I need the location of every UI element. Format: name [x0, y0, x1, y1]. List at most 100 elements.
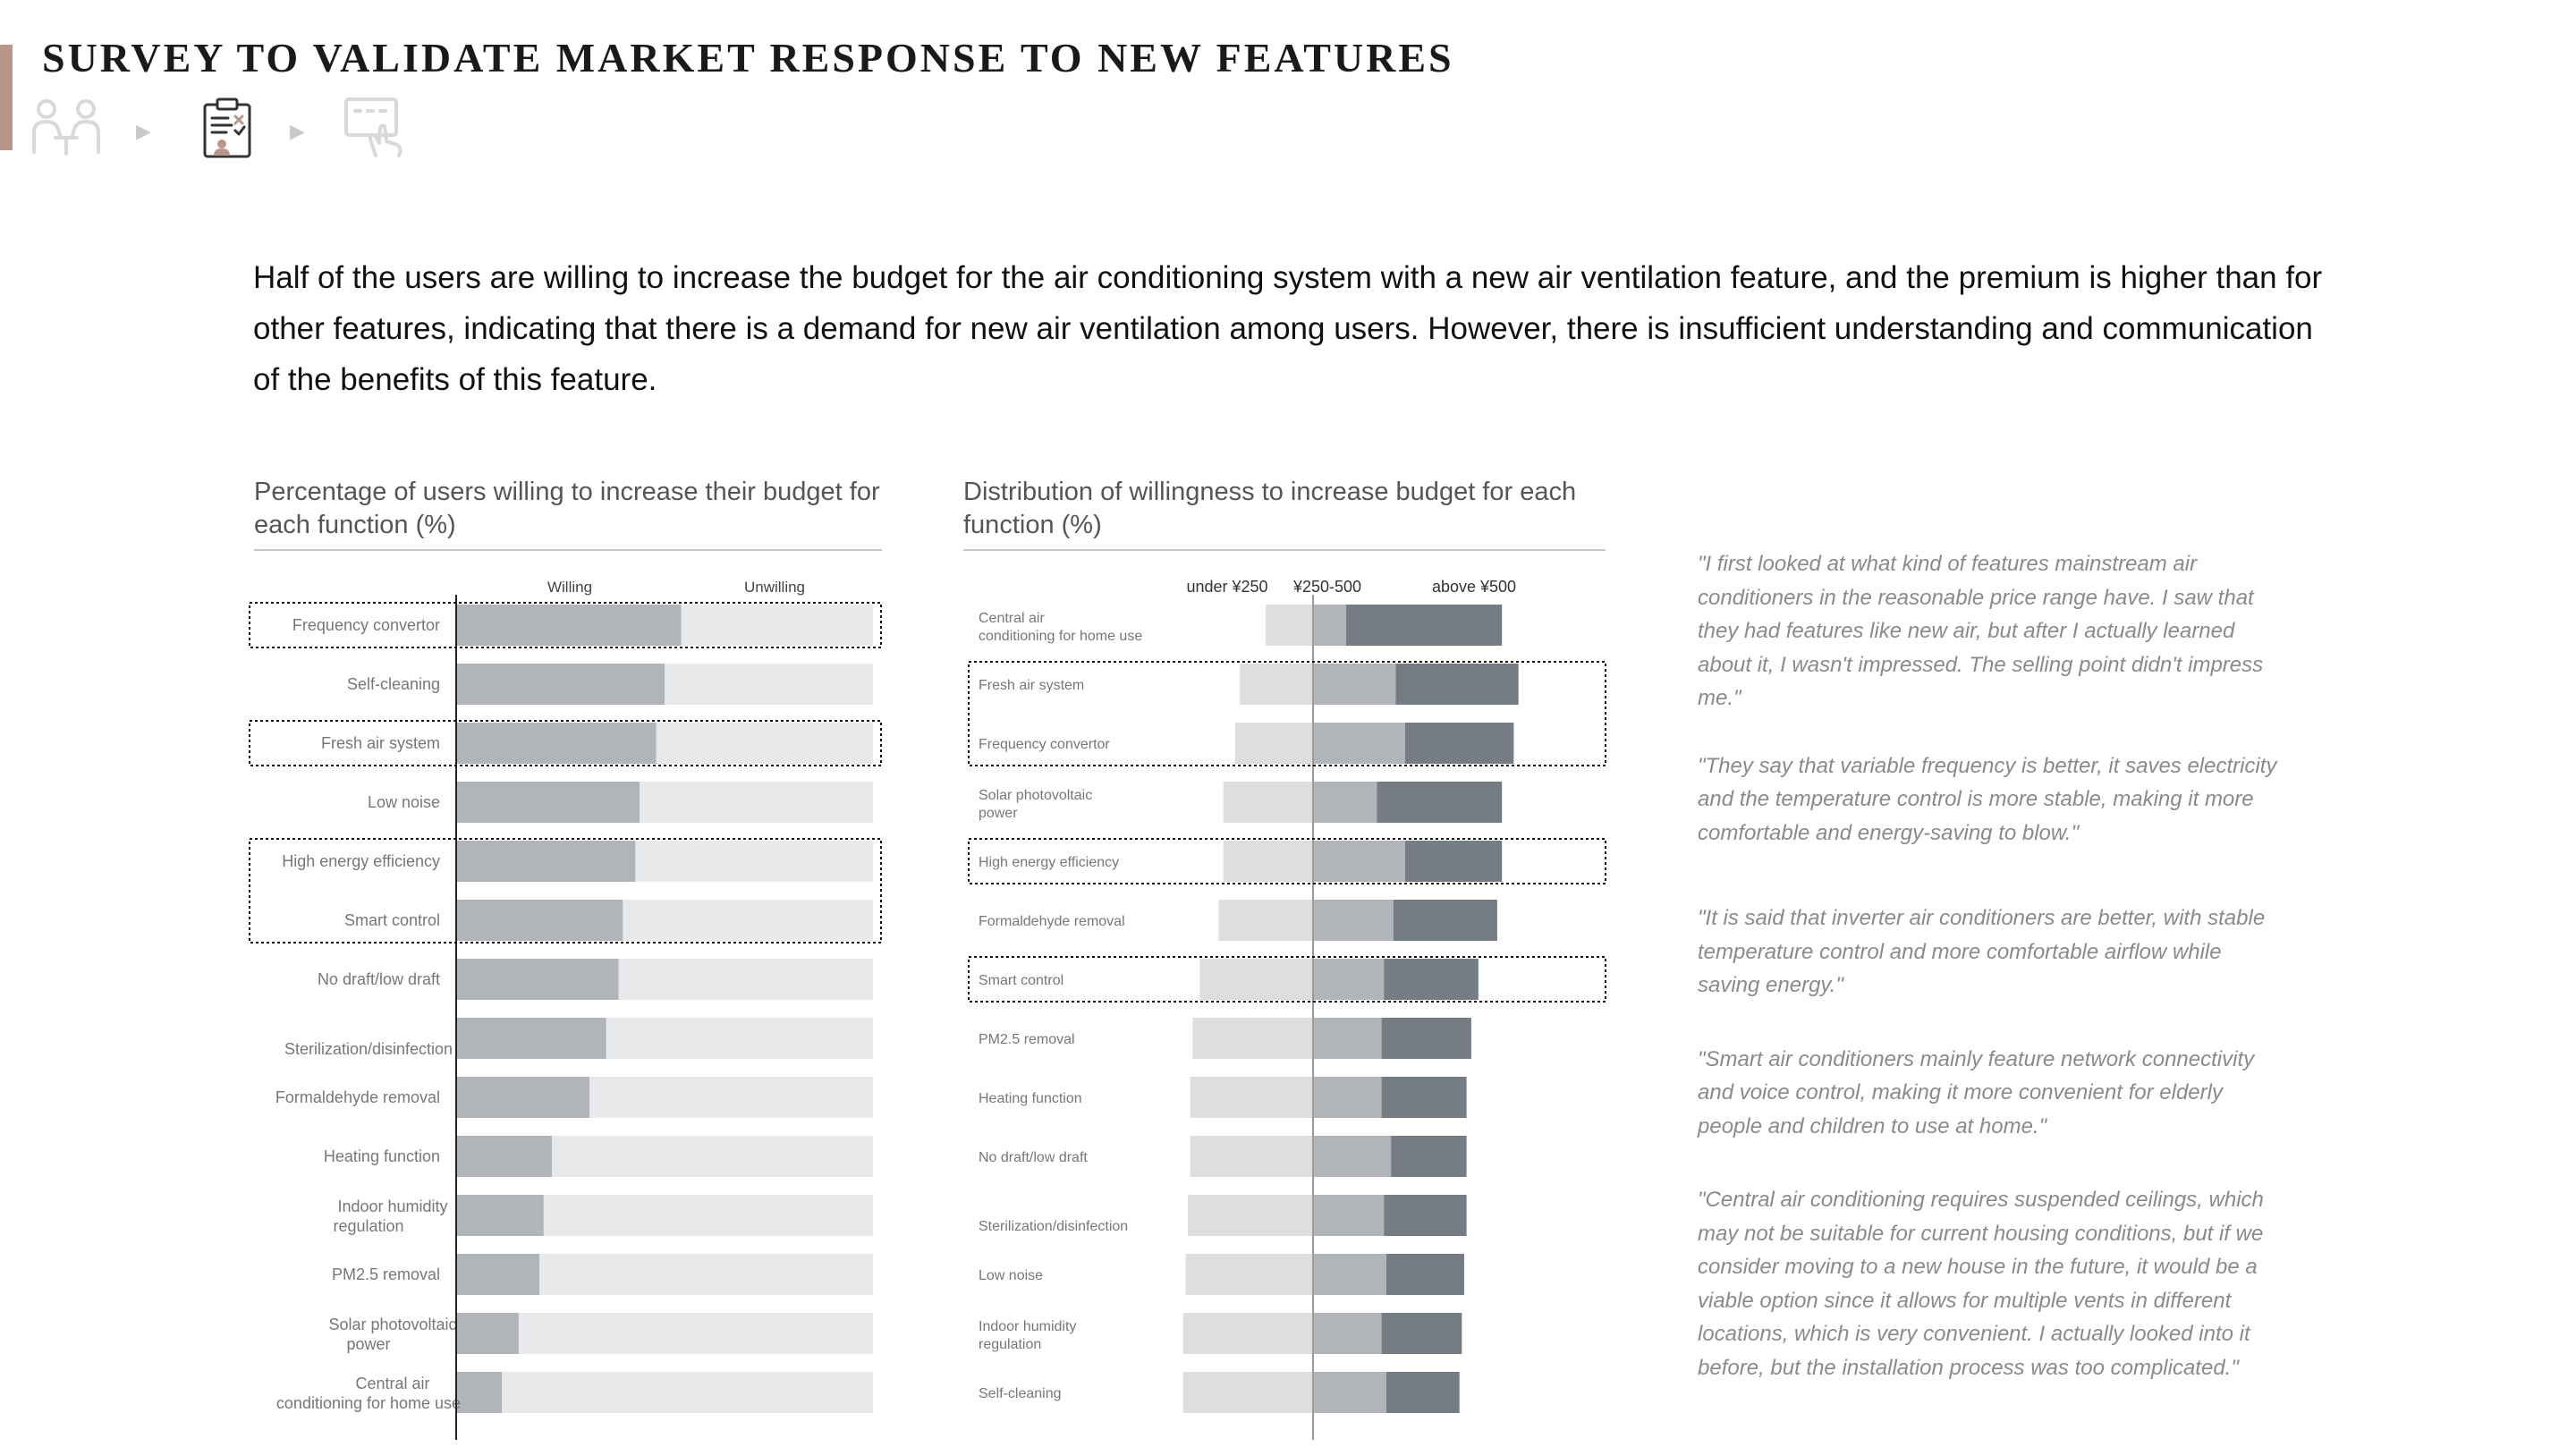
- bar-willing-indoor-humidity-regulation: [456, 1195, 544, 1236]
- legend-250-500: ¥250-500: [1292, 578, 1361, 596]
- bar-above-500-indoor-humidity-regulation: [1381, 1313, 1462, 1354]
- bar-250-500-high-energy-efficiency: [1313, 841, 1405, 882]
- bar-250-500-frequency-convertor: [1313, 723, 1405, 764]
- bar-above-500-solar-photovoltaic-power: [1377, 782, 1503, 823]
- survey-clipboard-icon: [203, 97, 251, 158]
- bar-under-250-sterilization-disinfection: [1188, 1195, 1313, 1236]
- bar-unwilling-no-draft-low-draft: [618, 959, 873, 1000]
- budget-distribution-chart: under ¥250 ¥250-500 above ¥500 Central air c…: [968, 578, 1606, 1440]
- bar-unwilling-formaldehyde-removal: [589, 1077, 873, 1118]
- bar-above-500-formaldehyde-removal: [1393, 900, 1497, 941]
- interview-icon: [32, 99, 100, 156]
- left-chart-title: Percentage of users willing to increase …: [254, 478, 880, 539]
- bar-250-500-self-cleaning: [1313, 1372, 1386, 1413]
- bar-under-250-self-cleaning: [1182, 1372, 1313, 1413]
- category-label: Sterilization/disinfection: [979, 1219, 1128, 1234]
- quote-2: "They say that variable frequency is bet…: [1698, 753, 2277, 845]
- category-label: No draft/low draft: [979, 1150, 1088, 1165]
- bar-under-250-heating-function: [1190, 1077, 1313, 1118]
- bar-unwilling-central-air-conditioning-for-home-use: [502, 1372, 873, 1413]
- legend-willing: Willing: [547, 579, 592, 596]
- legend-under-250: under ¥250: [1186, 578, 1267, 596]
- category-label: Frequency convertor: [979, 737, 1110, 752]
- accent-bar: [0, 45, 13, 150]
- legend-unwilling: Unwilling: [744, 579, 805, 596]
- left-chart-divider: [254, 549, 882, 551]
- category-label: conditioning for home use: [276, 1394, 461, 1412]
- bar-unwilling-low-noise: [640, 782, 873, 823]
- bar-willing-frequency-convertor: [456, 605, 682, 646]
- category-label: Self-cleaning: [347, 675, 440, 693]
- quote-1: "I first looked at what kind of features…: [1698, 552, 2264, 710]
- category-label: Solar photovoltaic: [979, 788, 1092, 803]
- highlight-box: [968, 661, 1606, 766]
- bar-above-500-heating-function: [1381, 1077, 1467, 1118]
- bar-under-250-formaldehyde-removal: [1218, 900, 1313, 941]
- category-label: Central air: [979, 611, 1045, 626]
- category-label: Heating function: [324, 1147, 440, 1165]
- category-label: High energy efficiency: [979, 855, 1119, 870]
- bar-under-250-high-energy-efficiency: [1223, 841, 1313, 882]
- bar-unwilling-heating-function: [552, 1136, 873, 1177]
- bar-under-250-smart-control: [1199, 959, 1313, 1000]
- category-label: regulation: [333, 1217, 403, 1235]
- bar-250-500-smart-control: [1313, 959, 1385, 1000]
- bar-above-500-central-air-conditioning-for-home-use: [1345, 605, 1503, 646]
- category-label: Smart control: [979, 973, 1063, 988]
- bar-unwilling-smart-control: [623, 900, 873, 941]
- bar-unwilling-indoor-humidity-regulation: [543, 1195, 873, 1236]
- category-label: Fresh air system: [321, 734, 440, 752]
- category-label: Indoor humidity: [337, 1197, 447, 1215]
- right-chart-divider: [963, 549, 1606, 551]
- bar-250-500-heating-function: [1313, 1077, 1382, 1118]
- bar-250-500-low-noise: [1313, 1254, 1386, 1295]
- category-label: Heating function: [979, 1091, 1082, 1106]
- bar-willing-self-cleaning: [456, 664, 665, 705]
- category-label: power: [346, 1335, 390, 1353]
- bar-250-500-formaldehyde-removal: [1313, 900, 1394, 941]
- bar-above-500-pm2-5-removal: [1381, 1018, 1471, 1059]
- category-label: power: [979, 806, 1018, 821]
- bar-250-500-sterilization-disinfection: [1313, 1195, 1385, 1236]
- willingness-chart: Willing Unwilling Frequency convertor Self-…: [249, 579, 882, 1440]
- page-title: SURVEY TO VALIDATE MARKET RESPONSE TO NE…: [42, 35, 1454, 80]
- bar-willing-low-noise: [456, 782, 640, 823]
- process-steps: ▶ ▶: [30, 97, 415, 168]
- category-label: Sterilization/disinfection: [284, 1040, 453, 1058]
- quote-3: "It is said that inverter air conditione…: [1698, 906, 2266, 997]
- bar-250-500-central-air-conditioning-for-home-use: [1313, 605, 1346, 646]
- highlight-box: [968, 838, 1606, 884]
- bar-under-250-indoor-humidity-regulation: [1182, 1313, 1313, 1354]
- quote-5: "Central air conditioning requires suspe…: [1698, 1188, 2264, 1380]
- bar-above-500-self-cleaning: [1385, 1372, 1460, 1413]
- touchscreen-test-icon: [344, 97, 402, 157]
- bar-willing-formaldehyde-removal: [456, 1077, 590, 1118]
- summary-text: Half of the users are willing to increas…: [253, 260, 2323, 397]
- bar-willing-central-air-conditioning-for-home-use: [456, 1372, 503, 1413]
- bar-250-500-pm2-5-removal: [1313, 1018, 1382, 1059]
- category-label: Frequency convertor: [292, 616, 440, 634]
- category-label: Smart control: [344, 911, 440, 929]
- bar-250-500-indoor-humidity-regulation: [1313, 1313, 1382, 1354]
- bar-willing-smart-control: [456, 900, 623, 941]
- bar-willing-no-draft-low-draft: [456, 959, 619, 1000]
- category-label: Low noise: [979, 1268, 1043, 1283]
- category-label: regulation: [979, 1337, 1041, 1352]
- bar-willing-pm2-5-removal: [456, 1254, 540, 1295]
- category-label: Indoor humidity: [979, 1319, 1076, 1334]
- bar-above-500-fresh-air-system: [1395, 664, 1519, 705]
- bar-under-250-no-draft-low-draft: [1190, 1136, 1313, 1177]
- bar-unwilling-solar-photovoltaic-power: [518, 1313, 873, 1354]
- bar-under-250-fresh-air-system: [1240, 664, 1313, 705]
- user-quotes: "I first looked at what kind of features…: [1698, 547, 2288, 1384]
- category-label: Formaldehyde removal: [275, 1088, 440, 1106]
- bar-willing-fresh-air-system: [456, 723, 657, 764]
- step-arrow-icon: ▶: [136, 120, 151, 142]
- bar-under-250-central-air-conditioning-for-home-use: [1266, 605, 1313, 646]
- bar-above-500-high-energy-efficiency: [1404, 841, 1503, 882]
- bar-unwilling-pm2-5-removal: [539, 1254, 873, 1295]
- highlight-box: [249, 838, 882, 944]
- bar-unwilling-frequency-convertor: [681, 605, 873, 646]
- category-label: Fresh air system: [979, 678, 1084, 693]
- bar-above-500-low-noise: [1385, 1254, 1464, 1295]
